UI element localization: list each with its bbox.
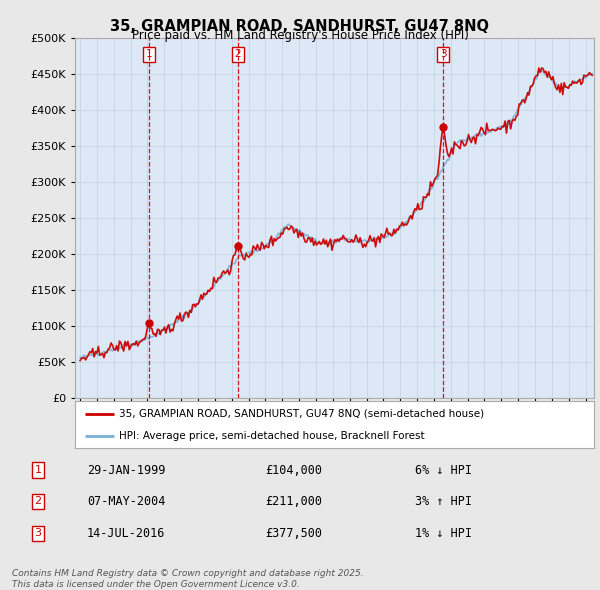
Text: 3% ↑ HPI: 3% ↑ HPI (415, 495, 472, 508)
Text: 35, GRAMPIAN ROAD, SANDHURST, GU47 8NQ: 35, GRAMPIAN ROAD, SANDHURST, GU47 8NQ (110, 19, 490, 34)
Text: 1: 1 (34, 466, 41, 475)
Text: £211,000: £211,000 (265, 495, 322, 508)
Text: 35, GRAMPIAN ROAD, SANDHURST, GU47 8NQ (semi-detached house): 35, GRAMPIAN ROAD, SANDHURST, GU47 8NQ (… (119, 409, 484, 419)
Text: HPI: Average price, semi-detached house, Bracknell Forest: HPI: Average price, semi-detached house,… (119, 431, 425, 441)
Text: 2: 2 (34, 496, 41, 506)
Text: 2: 2 (234, 49, 241, 59)
Text: 14-JUL-2016: 14-JUL-2016 (87, 527, 165, 540)
Text: Contains HM Land Registry data © Crown copyright and database right 2025.
This d: Contains HM Land Registry data © Crown c… (12, 569, 364, 589)
Text: 3: 3 (440, 49, 446, 59)
Text: 1: 1 (145, 49, 152, 59)
Text: £104,000: £104,000 (265, 464, 322, 477)
Text: Price paid vs. HM Land Registry's House Price Index (HPI): Price paid vs. HM Land Registry's House … (131, 30, 469, 42)
Text: 07-MAY-2004: 07-MAY-2004 (87, 495, 165, 508)
Text: 3: 3 (34, 529, 41, 539)
Text: 6% ↓ HPI: 6% ↓ HPI (415, 464, 472, 477)
Text: 1% ↓ HPI: 1% ↓ HPI (415, 527, 472, 540)
Text: 29-JAN-1999: 29-JAN-1999 (87, 464, 165, 477)
Text: £377,500: £377,500 (265, 527, 322, 540)
